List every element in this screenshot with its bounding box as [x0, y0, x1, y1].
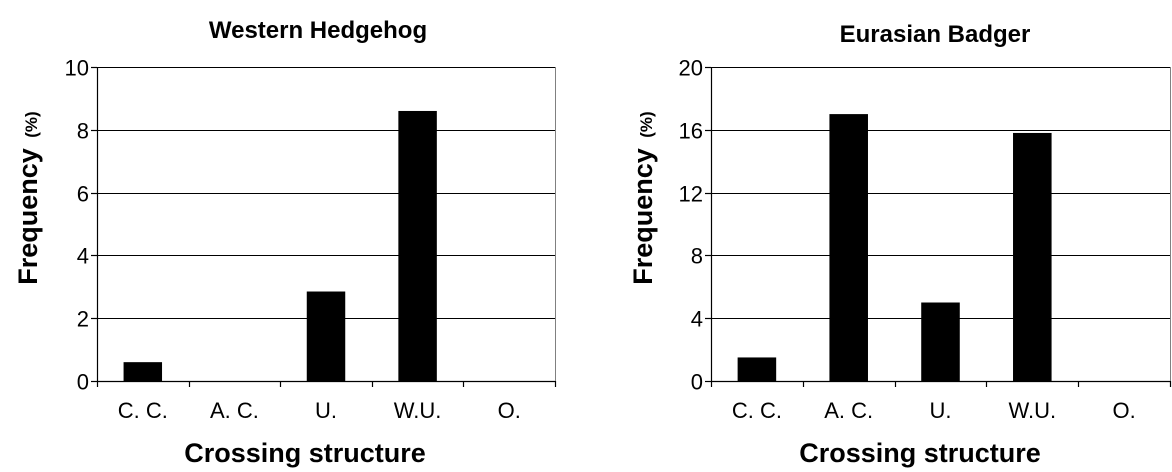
badger-y-axis-title: Frequency (%) [628, 111, 658, 284]
badger-bar [921, 302, 960, 381]
badger-x-axis-title: Crossing structure [799, 438, 1041, 468]
hedgehog-y-tick-label: 0 [77, 370, 89, 395]
badger-bars [737, 114, 1052, 381]
hedgehog-y-axis-title: Frequency (%) [13, 111, 43, 284]
badger-bar [829, 114, 868, 381]
hedgehog-bars [123, 110, 437, 382]
hedgehog-y-tick-label: 6 [77, 182, 89, 207]
hedgehog-y-tick-labels: 0 2 4 6 8 10 [65, 56, 89, 395]
hedgehog-bar [123, 362, 163, 381]
badger-gridlines [711, 67, 1171, 381]
badger-y-tick-labels: 0 4 8 12 16 20 [679, 56, 703, 395]
badger-y-tick-label: 20 [679, 56, 703, 81]
badger-y-tick-label: 12 [679, 182, 703, 207]
hedgehog-y-axis-label: Frequency [13, 148, 43, 285]
hedgehog-x-tick-label: W.U. [394, 398, 442, 423]
badger-y-axis-label: Frequency [628, 148, 658, 285]
hedgehog-x-tick-label: A. C. [210, 398, 259, 423]
hedgehog-y-tick-label: 8 [77, 119, 89, 144]
hedgehog-axes [91, 66, 557, 387]
badger-y-tick-label: 16 [679, 119, 703, 144]
hedgehog-x-tick-label: C. C. [118, 398, 168, 423]
hedgehog-x-tick-label: O. [498, 398, 521, 423]
hedgehog-gridlines [97, 67, 556, 381]
hedgehog-x-axis-title: Crossing structure [184, 438, 426, 468]
badger-chart-title: Eurasian Badger [840, 21, 1031, 48]
hedgehog-y-axis-unit: (%) [22, 111, 41, 137]
hedgehog-bar [398, 110, 437, 382]
badger-bar [1013, 132, 1052, 381]
hedgehog-y-tick-label: 10 [65, 56, 89, 81]
hedgehog-chart-title: Western Hedgehog [209, 17, 427, 44]
hedgehog-x-tick-labels: C. C. A. C. U. W.U. O. [118, 398, 521, 423]
badger-y-tick-label: 8 [691, 244, 703, 269]
badger-bar [737, 357, 777, 381]
badger-x-tick-label: O. [1112, 398, 1135, 423]
hedgehog-y-tick-label: 2 [77, 307, 89, 332]
badger-x-tick-label: A. C. [824, 398, 873, 423]
badger-chart: Eurasian Badger 0 4 8 12 16 20 C. C. A. C. U. W.… [628, 21, 1172, 468]
hedgehog-bar [306, 291, 346, 381]
hedgehog-x-tick-label: U. [315, 398, 337, 423]
hedgehog-chart: Western Hedgehog 0 2 4 6 8 10 C. C. A. C. U. W.U… [13, 17, 557, 468]
badger-x-tick-label: W.U. [1008, 398, 1056, 423]
badger-x-tick-label: C. C. [732, 398, 782, 423]
hedgehog-y-tick-label: 4 [77, 244, 89, 269]
badger-y-axis-unit: (%) [637, 111, 656, 137]
badger-y-tick-label: 0 [691, 370, 703, 395]
badger-axes [705, 66, 1172, 387]
badger-x-tick-labels: C. C. A. C. U. W.U. O. [732, 398, 1136, 423]
badger-y-tick-label: 4 [691, 307, 703, 332]
badger-x-tick-label: U. [930, 398, 952, 423]
